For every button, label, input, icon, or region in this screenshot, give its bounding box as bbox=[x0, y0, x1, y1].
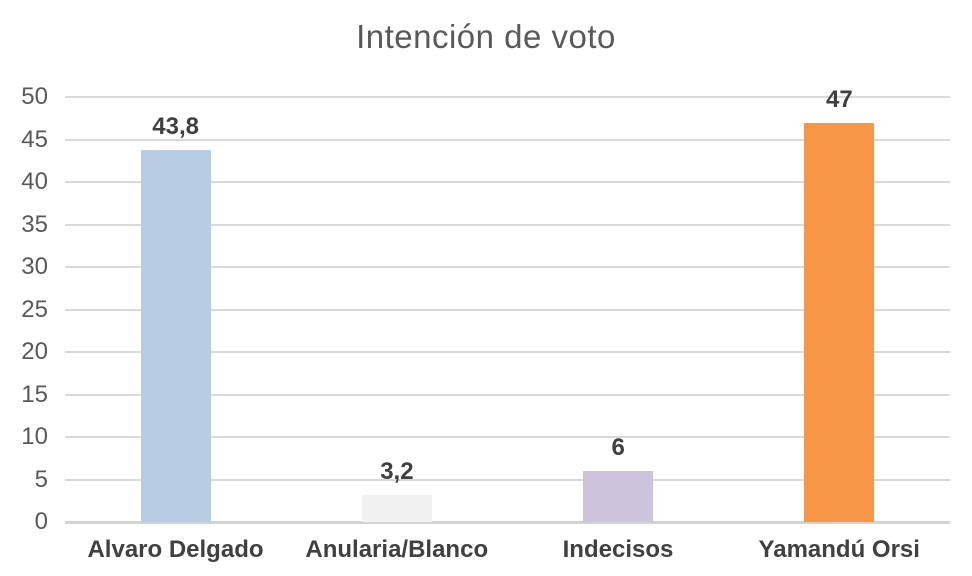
y-tick-label: 5 bbox=[34, 465, 48, 493]
bar bbox=[804, 122, 875, 522]
gridline bbox=[65, 436, 950, 438]
bar-value-label: 3,2 bbox=[380, 457, 414, 485]
y-tick-label: 0 bbox=[34, 508, 48, 535]
y-tick-label: 15 bbox=[21, 380, 48, 408]
gridline bbox=[65, 181, 950, 183]
y-tick-label: 35 bbox=[21, 210, 48, 238]
y-tick-label: 25 bbox=[21, 295, 48, 323]
gridline bbox=[65, 308, 950, 311]
bar-value-label: 47 bbox=[826, 85, 853, 113]
bar-value-label: 43,8 bbox=[152, 112, 199, 140]
bar-value-label: 6 bbox=[611, 434, 625, 461]
gridline bbox=[65, 393, 950, 396]
x-category-label: Indecisos bbox=[562, 536, 674, 563]
y-tick-label: 50 bbox=[21, 83, 48, 110]
gridline bbox=[65, 138, 950, 141]
y-tick-label: 30 bbox=[21, 253, 48, 280]
bar bbox=[583, 471, 654, 522]
y-tick-label: 45 bbox=[21, 125, 48, 153]
y-tick-label: 40 bbox=[21, 168, 48, 195]
gridline bbox=[65, 478, 950, 481]
x-axis-baseline bbox=[65, 521, 950, 524]
gridline bbox=[65, 223, 950, 226]
plot-area bbox=[65, 96, 950, 524]
bar bbox=[140, 149, 211, 522]
y-tick-label: 10 bbox=[21, 423, 48, 450]
x-category-label: Yamandú Orsi bbox=[758, 536, 920, 563]
gridline bbox=[65, 351, 950, 353]
chart-title: Intención de voto bbox=[356, 18, 616, 55]
y-tick-label: 20 bbox=[21, 338, 48, 365]
x-category-label: Anularia/Blanco bbox=[305, 536, 489, 563]
gridline bbox=[65, 96, 950, 98]
x-category-label: Alvaro Delgado bbox=[87, 536, 264, 563]
gridline bbox=[65, 266, 950, 268]
bar bbox=[361, 494, 432, 522]
